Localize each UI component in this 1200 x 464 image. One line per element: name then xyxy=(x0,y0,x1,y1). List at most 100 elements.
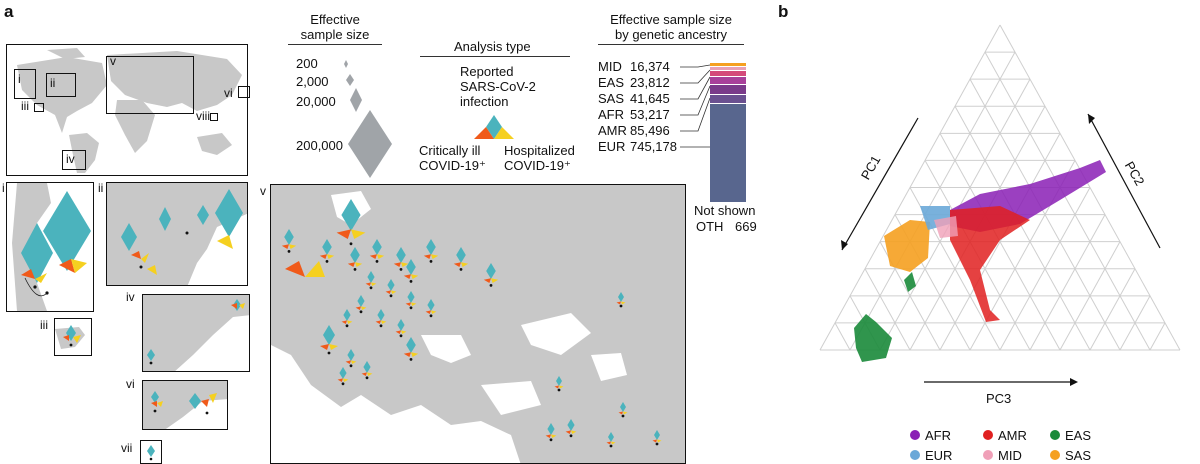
mid-cloud xyxy=(934,216,958,238)
europe-marker-4 xyxy=(347,247,363,271)
europe-marker-11 xyxy=(365,271,377,290)
roman-iv: iv xyxy=(126,290,135,304)
bar-seg-amr2 xyxy=(710,95,746,103)
inset-box-v xyxy=(106,56,194,114)
europe-marker-12 xyxy=(385,279,397,298)
size-200000: 200,000 xyxy=(296,138,343,153)
inset-v-europe xyxy=(270,184,686,464)
europe-marker-17 xyxy=(425,299,437,318)
europe-marker-30 xyxy=(652,430,662,446)
inset-ii xyxy=(106,182,248,286)
legend-label-eur: EUR xyxy=(925,448,953,463)
bar-seg-afr xyxy=(710,77,746,84)
legend-dot-sas xyxy=(1050,450,1060,460)
europe-marker-29 xyxy=(606,432,616,448)
inset-box-vi xyxy=(238,86,250,98)
inset-vi xyxy=(142,380,228,430)
ancestry-code-eur: EUR xyxy=(598,139,626,154)
inset-vii xyxy=(140,440,162,464)
ancestry-value-eas: 23,812 xyxy=(630,75,670,90)
europe-marker-20 xyxy=(403,337,419,361)
ancestry-code-afr: AFR xyxy=(598,107,624,122)
ancestry-bar xyxy=(680,63,746,202)
analysis-type-title: Analysis type xyxy=(454,39,531,54)
eas-cloud-2 xyxy=(904,272,916,292)
roman-i: i xyxy=(2,181,5,195)
europe-marker-15 xyxy=(375,309,387,328)
inset-box-iv xyxy=(62,150,86,170)
legend-dot-eas xyxy=(1050,430,1060,440)
europe-marker-24 xyxy=(616,292,626,308)
inset-iii xyxy=(54,318,92,356)
amr-cloud xyxy=(950,206,1030,322)
europe-marker-7 xyxy=(403,259,419,283)
inset-i xyxy=(6,182,94,312)
roman-iii-world: iii xyxy=(21,99,29,113)
europe-marker-9 xyxy=(483,263,499,287)
legend-label-amr: AMR xyxy=(998,428,1027,443)
europe-marker-21 xyxy=(345,349,357,368)
roman-iv-world: iv xyxy=(66,152,75,166)
legend-dot-mid xyxy=(983,450,993,460)
not-shown-label: Not shown xyxy=(694,203,756,218)
europe-marker-6 xyxy=(393,247,409,271)
oth-code: OTH xyxy=(696,219,724,234)
roman-i-world: i xyxy=(18,72,21,86)
europe-large-marker xyxy=(285,261,325,277)
europe-marker-8 xyxy=(423,239,439,263)
analysis-type-glyph xyxy=(474,115,514,139)
europe-marker-14 xyxy=(341,309,353,328)
panel-letter-b: b xyxy=(778,2,789,21)
roman-v-world: v xyxy=(110,54,116,68)
analysis-critical: Critically ill COVID-19⁺ xyxy=(419,143,486,173)
ancestry-value-eur: 745,178 xyxy=(630,139,677,154)
roman-vi: vi xyxy=(126,377,135,391)
europe-marker-10 xyxy=(453,247,469,271)
analysis-hospitalized: Hospitalized COVID-19⁺ xyxy=(504,143,575,173)
size-20000: 20,000 xyxy=(296,94,336,109)
size-200: 200 xyxy=(296,56,318,71)
bar-seg-mid xyxy=(710,63,746,66)
bar-seg-eur xyxy=(710,104,746,202)
europe-marker-13 xyxy=(355,295,367,314)
europe-marker-23 xyxy=(337,367,349,386)
ancestry-value-afr: 53,217 xyxy=(630,107,670,122)
europe-marker-28 xyxy=(545,423,557,442)
bar-seg-sas xyxy=(710,71,746,76)
europe-marker-26 xyxy=(618,402,628,418)
ancestry-code-eas: EAS xyxy=(598,75,625,90)
europe-marker-27 xyxy=(565,419,577,438)
inset-iv xyxy=(142,294,250,372)
europe-marker-22 xyxy=(361,361,373,380)
ancestry-value-mid: 16,374 xyxy=(630,59,670,74)
eas-cloud xyxy=(854,314,892,362)
pc2-arrow xyxy=(1087,113,1161,249)
europe-marker-3 xyxy=(319,239,335,263)
roman-viii-world: viii xyxy=(196,109,210,123)
bar-seg-eas xyxy=(710,67,746,70)
legend-dot-afr xyxy=(910,430,920,440)
legend-label-mid: MID xyxy=(998,448,1022,463)
inset-box-ii xyxy=(46,73,76,97)
europe-marker-25 xyxy=(554,376,564,392)
roman-v: v xyxy=(260,184,266,198)
sas-cloud xyxy=(884,220,930,272)
inset-box-i xyxy=(14,69,36,99)
pca-triangle-plot xyxy=(819,24,1181,386)
inset-box-iii xyxy=(34,103,44,112)
pc1-arrow xyxy=(841,117,919,251)
legend-label-eas: EAS xyxy=(1065,428,1092,443)
ancestry-value-sas: 41,645 xyxy=(630,91,670,106)
roman-ii-world: ii xyxy=(50,76,56,90)
ancestry-code-sas: SAS xyxy=(598,91,625,106)
europe-marker-16 xyxy=(405,291,417,310)
roman-vii: vii xyxy=(121,441,133,455)
analysis-reported: Reported SARS-CoV-2 infection xyxy=(460,64,536,109)
legend-label-afr: AFR xyxy=(925,428,951,443)
analysis-type-rule xyxy=(420,56,570,57)
world-overview-map xyxy=(6,44,248,176)
legend-dot-eur xyxy=(910,450,920,460)
ancestry-title: Effective sample size by genetic ancestr… xyxy=(610,12,732,42)
ancestry-rule xyxy=(598,44,744,45)
europe-marker-18 xyxy=(395,319,407,338)
